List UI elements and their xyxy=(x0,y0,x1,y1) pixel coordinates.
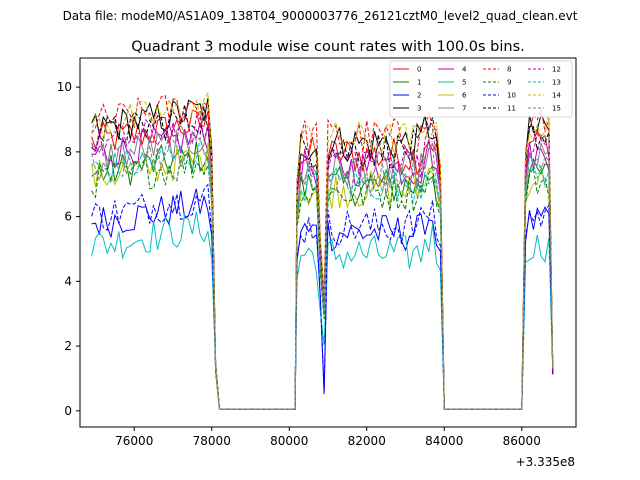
legend-label-5: 5 xyxy=(462,79,466,87)
legend-label-2: 2 xyxy=(417,92,421,100)
legend-label-3: 3 xyxy=(417,105,421,113)
y-tick-label: 6 xyxy=(64,210,72,224)
legend-label-1: 1 xyxy=(417,79,421,87)
series-line-12 xyxy=(91,110,554,410)
legend-label-13: 13 xyxy=(552,79,561,87)
series-line-14 xyxy=(91,91,554,410)
series-line-8 xyxy=(91,94,554,410)
chart-title: Quadrant 3 module wise count rates with … xyxy=(131,39,525,55)
x-tick-label: 80000 xyxy=(270,434,308,448)
y-tick-label: 10 xyxy=(57,80,72,94)
plot-frame xyxy=(79,57,577,428)
legend-label-0: 0 xyxy=(417,66,421,74)
series-line-5 xyxy=(91,211,554,410)
series-line-3 xyxy=(91,97,554,410)
legend-label-4: 4 xyxy=(462,66,467,74)
legend-label-15: 15 xyxy=(552,105,561,113)
x-tick-label: 84000 xyxy=(425,434,463,448)
x-tick-label: 76000 xyxy=(115,434,153,448)
y-tick-label: 4 xyxy=(64,274,72,288)
legend-box xyxy=(389,60,573,118)
x-axis: 76000 78000 80000 82000 84000 86000 xyxy=(115,427,541,448)
series-line-7 xyxy=(91,124,554,410)
series-line-15 xyxy=(91,130,554,410)
legend-label-7: 7 xyxy=(462,105,466,113)
legend-label-12: 12 xyxy=(552,66,561,74)
y-tick-label: 2 xyxy=(64,339,72,353)
legend-label-10: 10 xyxy=(507,92,516,100)
x-tick-label: 78000 xyxy=(193,434,231,448)
legend-label-9: 9 xyxy=(507,79,511,87)
legend-label-8: 8 xyxy=(507,66,511,74)
x-tick-label: 82000 xyxy=(348,434,386,448)
y-tick-label: 0 xyxy=(64,404,72,418)
x-tick-label: 86000 xyxy=(503,434,541,448)
legend-label-14: 14 xyxy=(552,92,561,100)
figure-suptitle: Data file: modeM0/AS1A09_138T04_90000037… xyxy=(63,9,578,23)
y-axis: 0 2 4 6 8 10 xyxy=(57,80,80,418)
legend-label-6: 6 xyxy=(462,92,467,100)
plot-lines xyxy=(91,91,554,410)
y-tick-label: 8 xyxy=(64,145,72,159)
x-offset-label: +3.335e8 xyxy=(516,455,575,469)
legend-label-11: 11 xyxy=(507,105,516,113)
